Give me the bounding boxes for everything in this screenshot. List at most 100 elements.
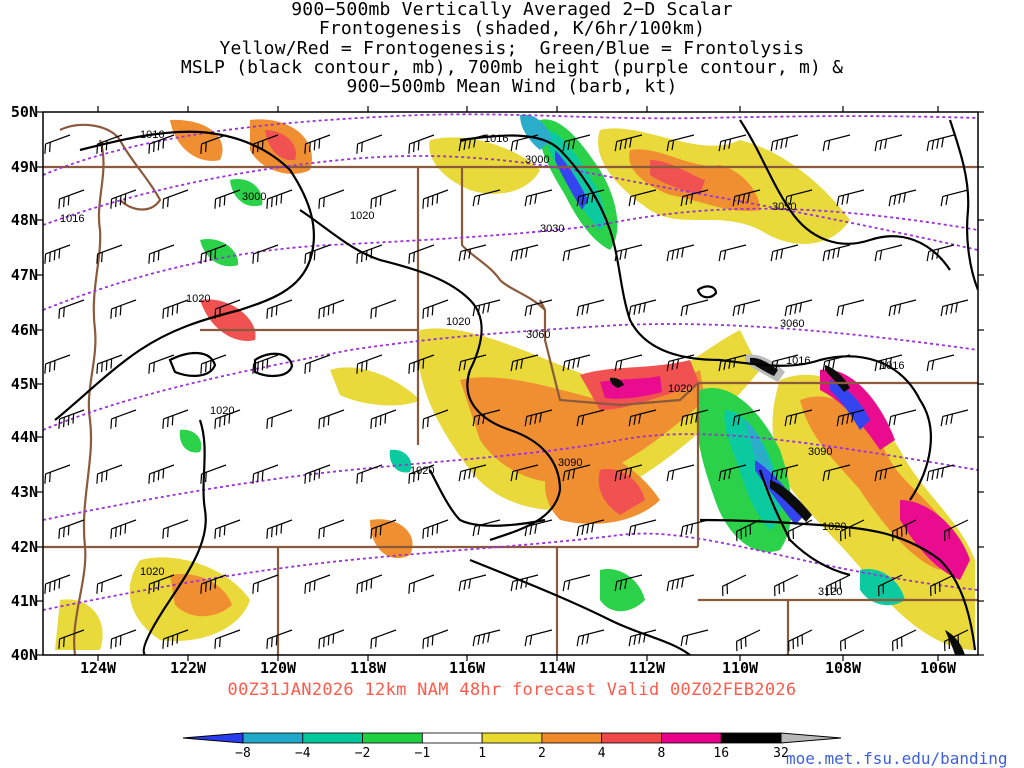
wind-barb <box>148 244 175 264</box>
colorbar-segment <box>481 732 543 744</box>
wind-barb <box>510 464 539 482</box>
height-label: 3120 <box>818 586 842 598</box>
wind-barb <box>614 134 643 152</box>
wind-barb <box>732 299 761 317</box>
wind-barb <box>356 134 383 154</box>
longitude-label: 116W <box>448 659 486 677</box>
wind-barb <box>770 134 799 152</box>
political-borders <box>43 123 978 655</box>
wind-barb <box>735 519 761 542</box>
wind-barb <box>472 629 501 647</box>
wind-barb <box>735 629 761 652</box>
longitude-label: 106W <box>919 659 957 677</box>
wind-barb <box>784 189 813 207</box>
wind-barb <box>874 354 903 372</box>
wind-barb <box>562 134 591 152</box>
wind-barb <box>408 574 435 594</box>
wind-barb <box>422 629 449 649</box>
wind-barb <box>58 299 85 319</box>
wind-barb <box>787 629 813 652</box>
wind-barb <box>836 189 865 207</box>
wind-barb <box>44 574 71 594</box>
wind-barb <box>666 244 695 262</box>
colorbar-min-arrow <box>182 732 244 744</box>
wind-barb <box>252 464 279 484</box>
wind-barb <box>266 629 293 649</box>
wind-barb <box>943 629 969 652</box>
colorbar-label: 32 <box>773 746 789 761</box>
wind-barb <box>891 629 917 652</box>
wind-barb <box>408 464 435 484</box>
longitude-label: 114W <box>538 659 576 677</box>
wind-barb <box>614 244 643 262</box>
colorbar-max-arrow <box>780 732 842 744</box>
title-line-1: 900−500mb Vertically Averaged 2−D Scalar <box>291 0 733 20</box>
wind-barb <box>524 409 553 427</box>
wind-barb <box>370 299 397 319</box>
mslp-label: 1020 <box>410 465 434 477</box>
wind-barb <box>370 519 397 539</box>
wind-barb <box>44 464 71 484</box>
wind-barb <box>356 464 383 484</box>
wind-barb <box>614 354 643 372</box>
wind-barb <box>680 629 709 647</box>
mslp-label: 1016 <box>60 213 84 225</box>
wind-barb <box>44 244 71 264</box>
mslp-label: 1020 <box>186 293 210 305</box>
wind-barb <box>96 574 123 594</box>
wind-barb <box>318 299 345 319</box>
colorbar-label: 2 <box>537 746 546 761</box>
height-label: 3090 <box>808 446 832 458</box>
mslp-label: 1020 <box>668 383 692 395</box>
latitude-label: 42N <box>10 538 38 556</box>
wind-barb <box>562 574 591 592</box>
colorbar <box>182 732 842 744</box>
wind-barb <box>162 189 189 209</box>
wind-barb <box>874 134 903 152</box>
height-label: 3000 <box>525 154 549 166</box>
wind-barb <box>214 189 241 209</box>
wind-barb <box>422 189 449 209</box>
wind-barb <box>252 134 279 154</box>
wind-barb <box>200 134 227 154</box>
wind-barb <box>839 629 865 652</box>
latitude-label: 50N <box>10 103 38 121</box>
wind-barb <box>666 134 695 152</box>
mslp-label: 1016 <box>880 360 904 372</box>
wind-barb <box>839 519 865 542</box>
wind-barb <box>148 354 175 374</box>
height-label: 3090 <box>558 457 582 469</box>
wind-barb <box>214 629 241 649</box>
wind-barb <box>58 409 85 429</box>
wind-barb <box>458 134 487 152</box>
wind-barb <box>148 134 175 154</box>
wind-barb <box>214 409 241 429</box>
longitude-label: 120W <box>259 659 297 677</box>
wind-barb <box>356 354 383 374</box>
wind-barb <box>110 629 137 649</box>
wind-barb <box>666 464 695 482</box>
wind-barb <box>770 244 799 262</box>
wind-barb <box>926 244 955 262</box>
latitude-label: 47N <box>10 266 38 284</box>
colorbar-segment <box>541 732 603 744</box>
longitude-label: 110W <box>721 659 759 677</box>
wind-barb <box>510 574 539 592</box>
wind-barb <box>58 519 85 539</box>
mslp-label: 1020 <box>350 210 374 222</box>
wind-barb <box>408 134 435 154</box>
wind-barb <box>628 189 657 207</box>
height-label: 3030 <box>772 201 796 213</box>
mslp-label: 1020 <box>210 405 234 417</box>
mslp-label: 1020 <box>140 566 164 578</box>
colorbar-label: 4 <box>597 746 606 761</box>
wind-barb <box>888 299 917 317</box>
wind-barb <box>718 134 747 152</box>
wind-barb <box>614 574 643 592</box>
colorbar-label: −2 <box>354 746 371 761</box>
wind-barb <box>888 189 917 207</box>
longitude-label: 108W <box>824 659 862 677</box>
colorbar-segment <box>362 732 423 744</box>
wind-barb <box>576 629 605 647</box>
